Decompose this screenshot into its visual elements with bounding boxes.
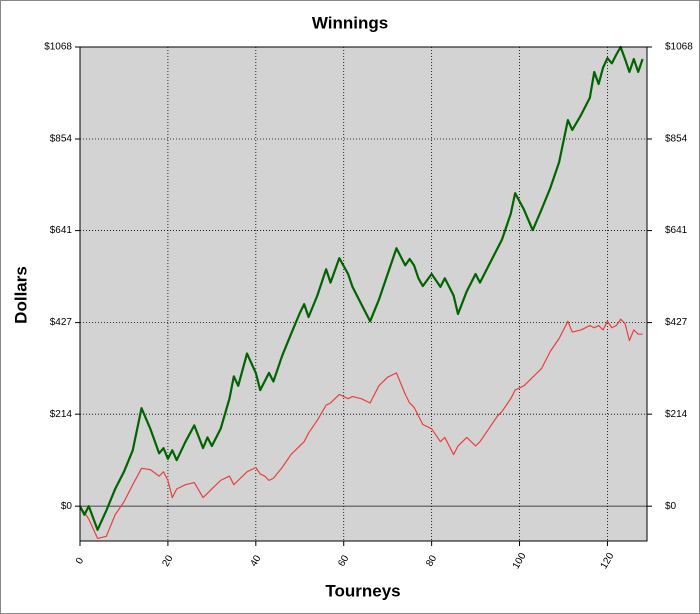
plot-border <box>79 46 648 542</box>
y2-tick-label: $0 <box>665 501 677 512</box>
y2-tick-label: $427 <box>665 317 688 328</box>
y2-tick-label: $214 <box>665 409 688 420</box>
series-line <box>79 45 644 531</box>
y-tick-label: $214 <box>50 409 73 420</box>
y-tick-label: $1068 <box>44 42 72 53</box>
y2-tick-label: $854 <box>665 134 688 145</box>
chart-title: Winnings <box>312 13 388 32</box>
x-tick-label: 0 <box>74 556 87 567</box>
x-tick-label: 20 <box>160 553 175 569</box>
y2-tick-label: $1068 <box>665 42 693 53</box>
y-tick-label: $427 <box>50 317 73 328</box>
y2-tick-label: $641 <box>665 225 688 236</box>
plot-area <box>80 47 647 541</box>
y-tick-label: $854 <box>50 134 73 145</box>
y-axis-label: Dollars <box>11 266 30 324</box>
y-tick-label: $0 <box>61 501 73 512</box>
x-axis-label: Tourneys <box>325 581 400 600</box>
y-tick-label: $641 <box>50 225 73 236</box>
x-tick-label: 60 <box>336 553 351 569</box>
x-tick-label: 80 <box>424 553 439 569</box>
series-line <box>79 318 643 540</box>
x-tick-label: 40 <box>248 553 263 569</box>
